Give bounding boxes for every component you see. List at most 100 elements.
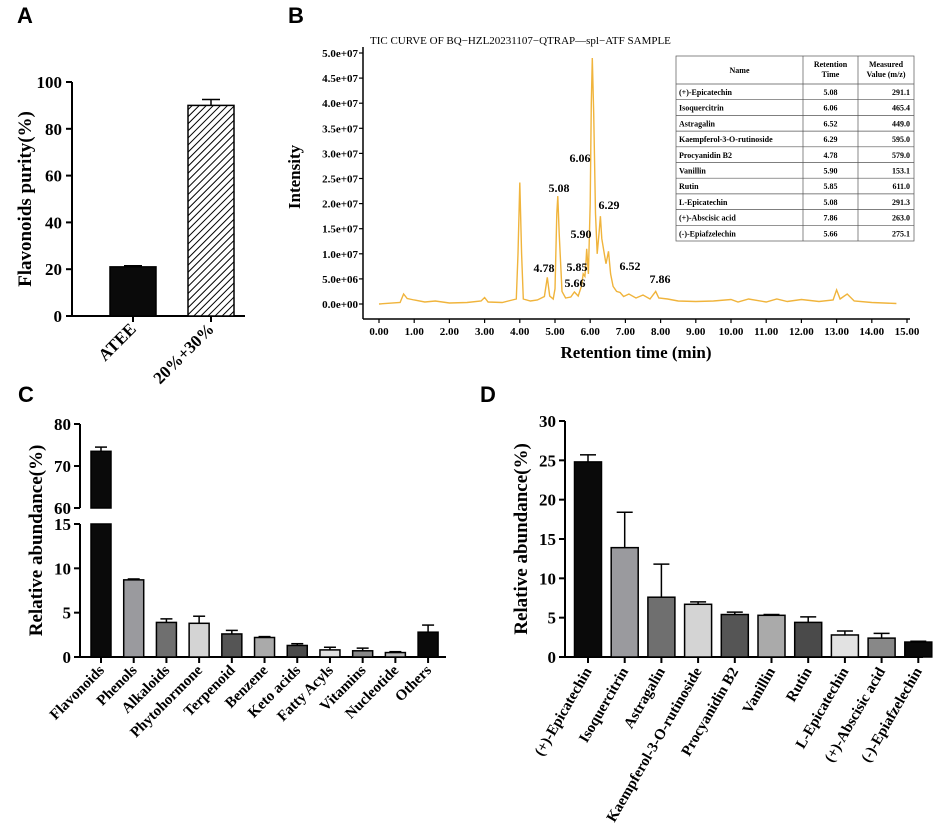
x-tick-label: 8.00 (651, 326, 671, 338)
y-tick-label: 70 (54, 457, 71, 476)
y-tick-label: 2.0e+07 (322, 199, 358, 211)
x-axis-label: Retention time (min) (560, 343, 711, 362)
bar-upper (90, 450, 112, 509)
bar (221, 633, 243, 658)
x-tick-label: 20%+30% (149, 319, 217, 387)
table-cell: 7.86 (824, 214, 838, 223)
bar (155, 621, 178, 658)
peak-label: 6.29 (599, 198, 620, 212)
y-tick-label: 4.0e+07 (322, 98, 358, 110)
table-cell: 579.0 (892, 151, 910, 160)
table-cell: 449.0 (892, 119, 910, 128)
y-tick-label: 25 (539, 451, 556, 470)
bar (122, 579, 145, 658)
y-tick-label: 0.0e+00 (322, 299, 358, 311)
x-tick-label: 7.00 (616, 326, 636, 338)
table-cell: 291.1 (892, 88, 910, 97)
table-cell: 4.78 (824, 151, 838, 160)
x-tick-label: 0.00 (369, 326, 389, 338)
y-tick-label: 0 (54, 307, 63, 326)
table-cell: 6.52 (824, 119, 838, 128)
bar (647, 596, 676, 658)
table-header: Time (822, 70, 840, 79)
panel-label-c: C (18, 382, 34, 407)
bar (286, 644, 308, 658)
table-cell: 465.4 (892, 104, 910, 113)
bar (187, 104, 235, 317)
table-cell: L-Epicatechin (679, 198, 728, 207)
y-axis-label: Relative abundance(%) (26, 445, 47, 637)
peak-label: 6.52 (620, 259, 641, 273)
bar (720, 613, 750, 658)
y-tick-label: 1.0e+07 (322, 249, 358, 261)
bar-lower (90, 523, 112, 658)
peak-label: 5.90 (571, 227, 592, 241)
x-tick-label: 14.00 (859, 326, 884, 338)
x-tick-label: 2.00 (440, 326, 460, 338)
panel-label-a: A (17, 3, 33, 28)
x-tick-label: 10.00 (719, 326, 744, 338)
y-tick-label: 80 (54, 415, 71, 434)
table-cell: 263.0 (892, 214, 910, 223)
table-cell: (+)-Epicatechin (679, 88, 733, 97)
peak-label: 6.06 (570, 151, 591, 165)
bar (830, 634, 860, 658)
y-tick-label: 1.5e+07 (322, 224, 358, 236)
x-tick-label: Others (392, 662, 435, 705)
table-header: Measured (869, 60, 904, 69)
x-tick-label: 1.00 (405, 326, 425, 338)
table-cell: 595.0 (892, 135, 910, 144)
y-tick-label: 0 (63, 648, 72, 667)
bar (610, 546, 639, 658)
table-cell: 5.66 (824, 229, 838, 238)
peak-label: 5.08 (549, 181, 570, 195)
y-tick-label: 3.0e+07 (322, 148, 358, 160)
y-tick-label: 0 (548, 648, 557, 667)
y-tick-label: 10 (539, 569, 556, 588)
y-tick-label: 15 (54, 515, 71, 534)
bar (793, 621, 823, 658)
panel-label-b: B (288, 3, 304, 28)
table-cell: 275.1 (892, 229, 910, 238)
bar (683, 603, 713, 658)
y-tick-label: 5.0e+06 (322, 274, 358, 286)
table-header: Name (730, 66, 750, 75)
y-axis-label: Relative abundance(%) (511, 443, 532, 635)
bar (384, 651, 407, 658)
y-tick-label: 2.5e+07 (322, 174, 358, 186)
table-cell: Isoquercitrin (679, 104, 724, 113)
table-cell: 5.08 (824, 198, 838, 207)
panel-label-d: D (480, 382, 496, 407)
chart-title: TIC CURVE OF BQ−HZL20231107−QTRAP—spl−AT… (370, 35, 671, 47)
y-tick-label: 15 (539, 530, 556, 549)
x-tick-label: 6.00 (581, 326, 601, 338)
table-cell: Kaempferol-3-O-rutinoside (679, 135, 773, 144)
y-tick-label: 30 (539, 412, 556, 431)
table-cell: 153.1 (892, 167, 910, 176)
bar (867, 637, 896, 658)
table-cell: 6.06 (824, 104, 838, 113)
bar (351, 650, 374, 658)
x-tick-label: 5.00 (545, 326, 565, 338)
x-tick-label: 11.00 (754, 326, 779, 338)
bar (757, 614, 786, 658)
y-tick-label: 80 (45, 120, 62, 139)
y-tick-label: 20 (45, 260, 62, 279)
peak-label: 7.86 (650, 272, 671, 286)
table-header: Value (m/z) (866, 70, 905, 79)
peak-label: 5.66 (565, 276, 586, 290)
y-tick-label: 3.5e+07 (322, 123, 358, 135)
tic-curve (378, 57, 897, 305)
y-tick-label: 5.0e+07 (322, 48, 358, 60)
x-tick-label: Vanillin (740, 664, 779, 716)
table-cell: 291.3 (892, 198, 910, 207)
x-tick-label: (+)-Epicatechin (532, 664, 596, 759)
bar (573, 461, 603, 658)
table-cell: Astragalin (679, 119, 716, 128)
peak-label: 4.78 (534, 261, 555, 275)
x-tick-label: ATEE (95, 319, 140, 364)
table-cell: 611.0 (892, 182, 910, 191)
y-axis-label: Flavonoids purity(%) (15, 111, 36, 287)
